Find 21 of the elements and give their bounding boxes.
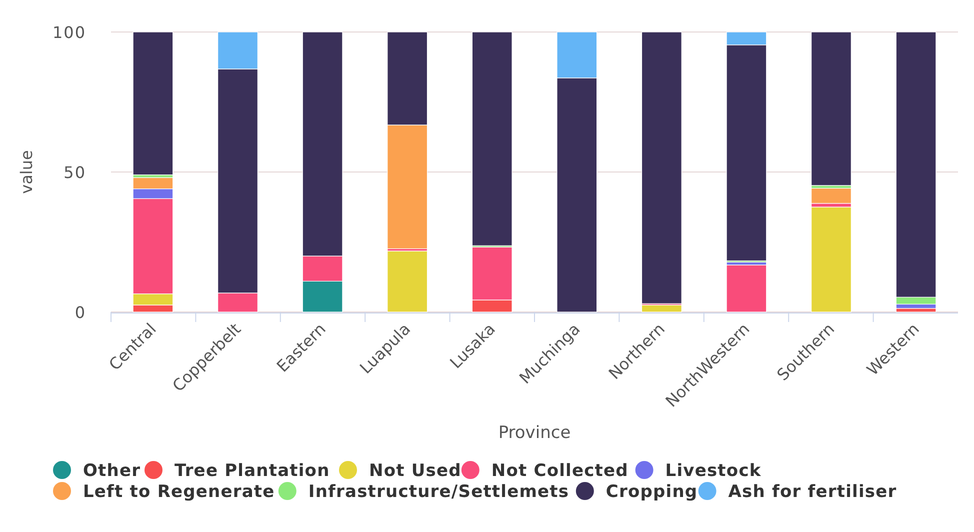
legend-label: Cropping — [606, 482, 698, 502]
legend-label: Not Used — [369, 461, 462, 481]
y-tick-label: 50 — [64, 163, 86, 182]
bar — [132, 32, 174, 176]
legend-label: Livestock — [665, 461, 762, 481]
bar — [811, 188, 852, 204]
legend-label: Not Collected — [491, 461, 628, 481]
bar — [726, 264, 767, 312]
legend-label: Other — [83, 461, 141, 481]
legend-label: Left to Regenerate — [83, 482, 275, 502]
bar — [387, 250, 428, 312]
legend-label: Ash for fertiliser — [728, 482, 897, 502]
y-tick-label: 0 — [74, 303, 86, 322]
x-axis-title: Province — [498, 423, 571, 443]
bar — [896, 308, 936, 312]
y-tick-label: 100 — [52, 23, 86, 42]
legend-label: Infrastructure/Settlemets — [308, 482, 570, 502]
legend-label: Tree Plantation — [174, 461, 330, 481]
bar — [811, 206, 852, 312]
y-axis-title: value — [17, 150, 36, 194]
bar — [811, 32, 852, 186]
